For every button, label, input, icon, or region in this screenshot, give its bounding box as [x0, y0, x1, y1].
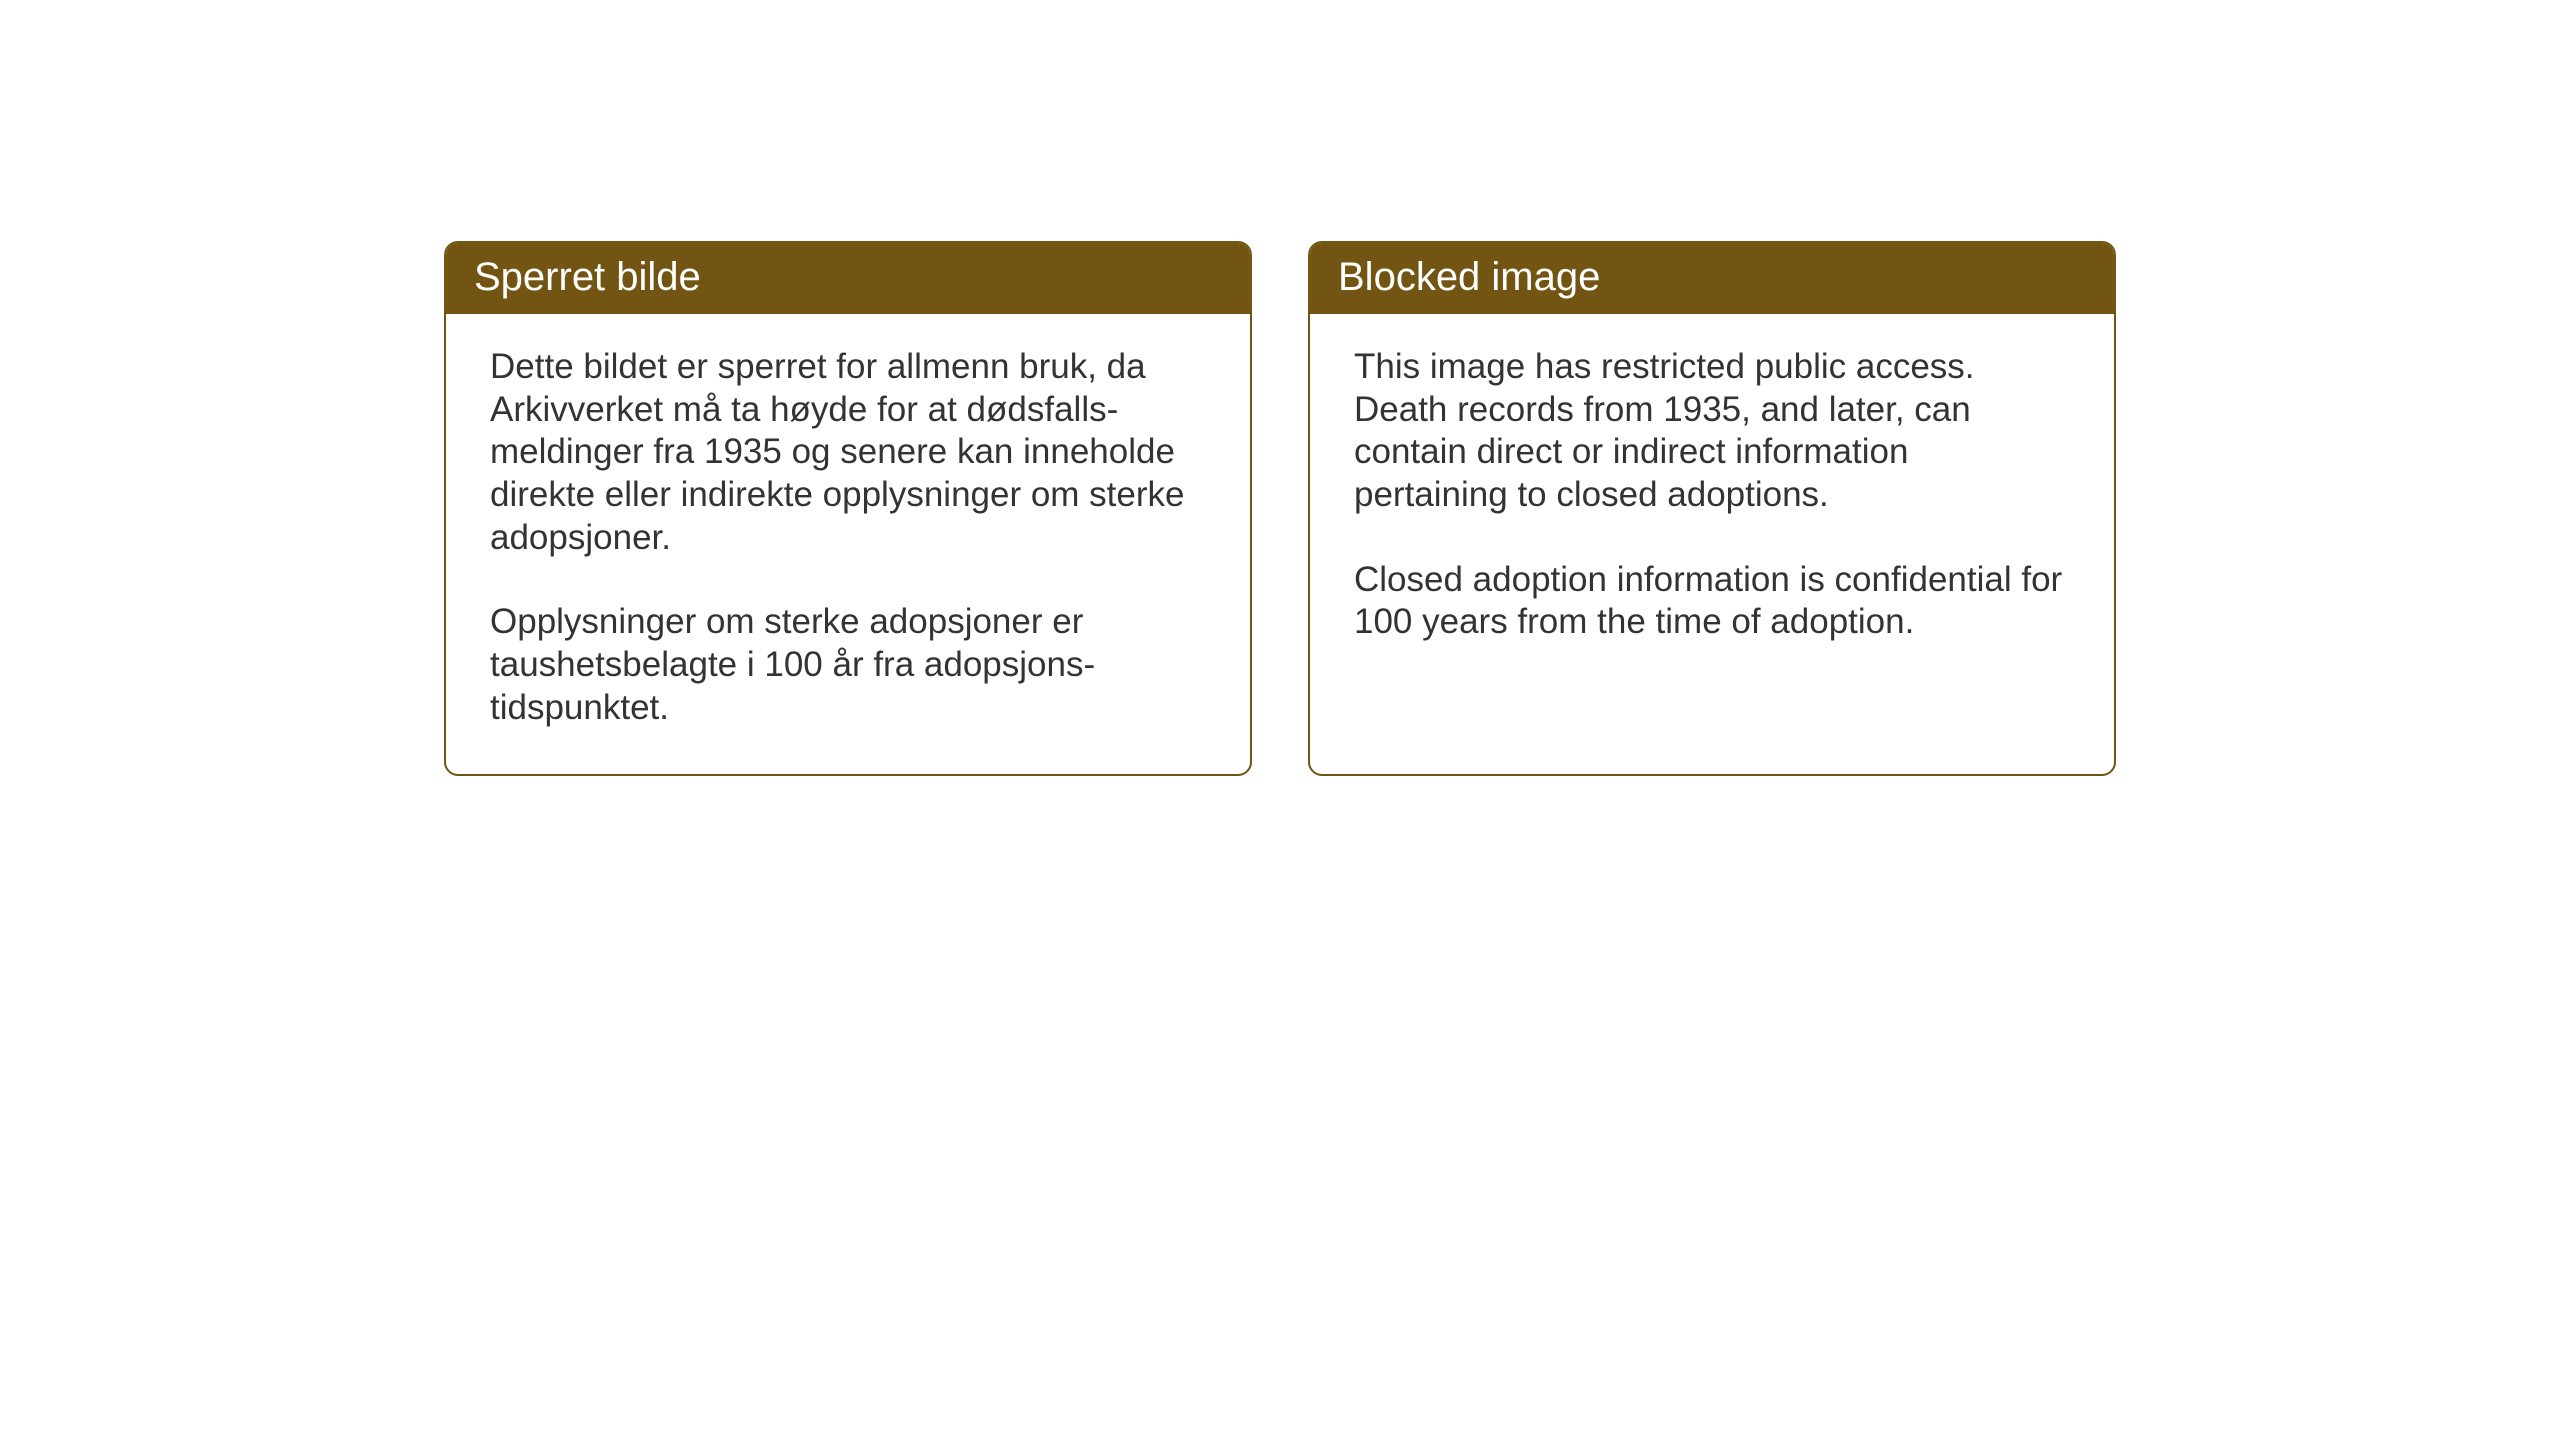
card-english-paragraph-2: Closed adoption information is confident… — [1354, 559, 2070, 644]
card-norwegian-header: Sperret bilde — [446, 243, 1250, 314]
card-english-header: Blocked image — [1310, 243, 2114, 314]
card-norwegian: Sperret bilde Dette bildet er sperret fo… — [444, 241, 1252, 776]
card-english-title: Blocked image — [1338, 255, 1600, 299]
card-norwegian-title: Sperret bilde — [474, 255, 701, 299]
card-norwegian-paragraph-2: Opplysninger om sterke adopsjoner er tau… — [490, 601, 1206, 729]
card-english-body: This image has restricted public access.… — [1310, 314, 2114, 688]
cards-container: Sperret bilde Dette bildet er sperret fo… — [444, 241, 2116, 776]
card-norwegian-paragraph-1: Dette bildet er sperret for allmenn bruk… — [490, 346, 1206, 559]
card-english: Blocked image This image has restricted … — [1308, 241, 2116, 776]
card-english-paragraph-1: This image has restricted public access.… — [1354, 346, 2070, 517]
card-norwegian-body: Dette bildet er sperret for allmenn bruk… — [446, 314, 1250, 774]
